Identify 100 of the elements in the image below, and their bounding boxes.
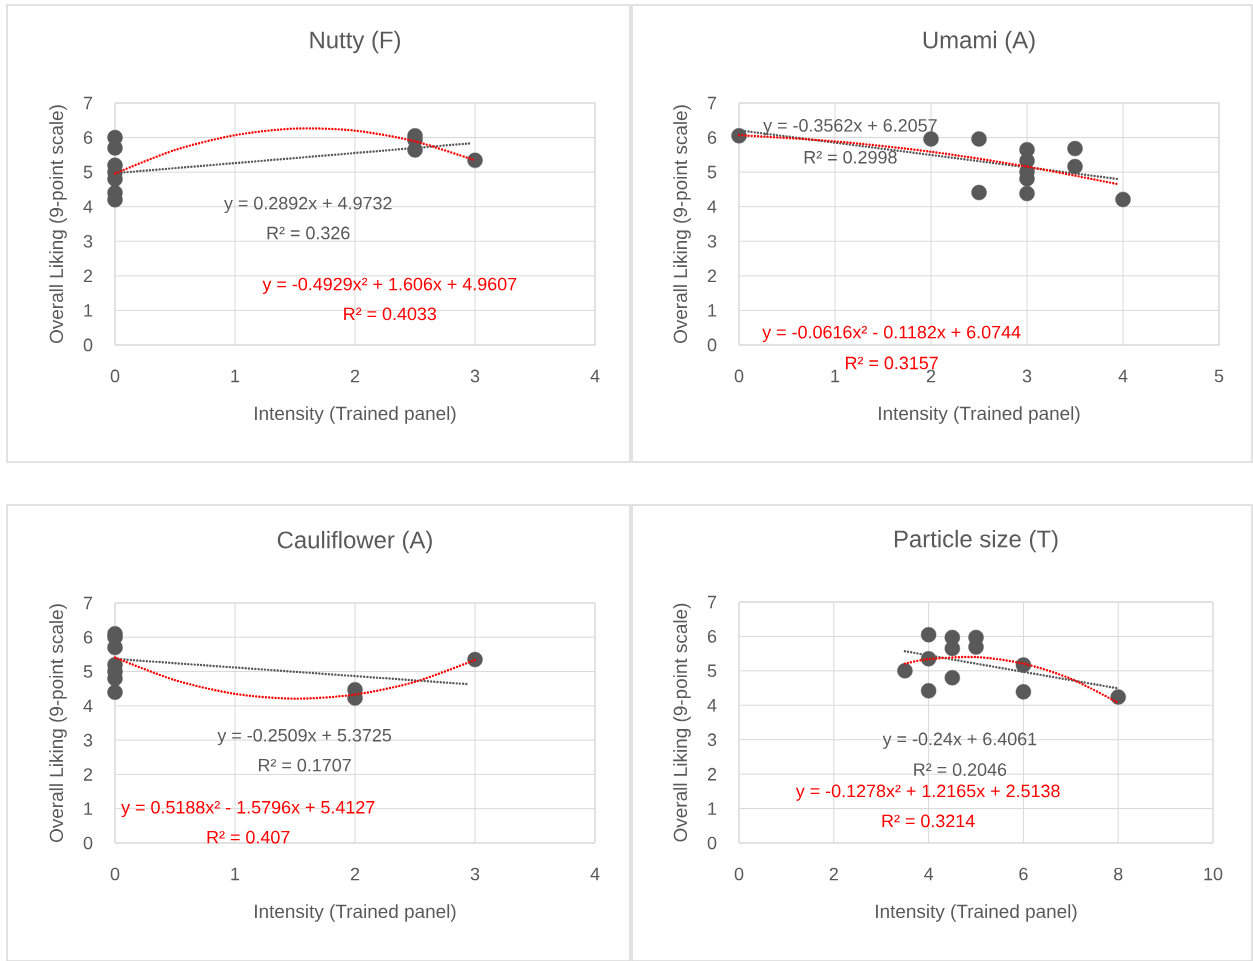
y-tick-label: 0: [707, 338, 717, 352]
text: y = -0.4929x² + 1.606x + 4.9607: [262, 277, 517, 294]
y-tick-label: 2: [83, 269, 93, 283]
point: [971, 131, 987, 147]
text: y = -0.2509x + 5.3725: [217, 728, 392, 746]
y-tick-label: 3: [707, 733, 717, 747]
text: R² = 0.3157: [846, 356, 938, 370]
x-tick-label: 5: [1214, 369, 1224, 383]
x-tick-label: 1: [231, 867, 240, 881]
y-tick-label: 4: [83, 200, 93, 213]
series-label: y = -0.3562x + 6.2057: [763, 119, 937, 136]
point: [1019, 185, 1035, 202]
y-tick-label: 2: [83, 768, 93, 781]
x-tick-label: 1: [831, 369, 840, 383]
point: [107, 684, 123, 700]
x-tick-label: 4: [590, 867, 600, 881]
y-tick-label: 7: [707, 96, 717, 110]
point: [731, 128, 747, 144]
x-tick-label: 4: [924, 867, 934, 881]
x-tick-label: 4: [590, 369, 600, 383]
point: [920, 683, 937, 699]
annotation: R² = 0.4033: [344, 307, 437, 321]
point: [920, 627, 937, 643]
x-axis-title: Intensity (Trained panel): [255, 406, 456, 424]
y-tick-label: 3: [83, 733, 93, 747]
x-tick-label: 0: [734, 867, 744, 881]
x-axis-title: Intensity (Trained panel): [879, 406, 1080, 424]
y-tick-label: 3: [707, 234, 717, 248]
y-axis-title: Overall Liking (9-point scale): [49, 105, 67, 344]
y-tick-label: 6: [83, 630, 93, 644]
point: [1067, 158, 1083, 175]
x-tick-label: 3: [470, 369, 480, 383]
point: [1015, 684, 1032, 700]
x-tick-label: 2: [350, 369, 360, 383]
point: [897, 663, 913, 679]
y-tick-label: 7: [707, 595, 717, 609]
y-tick-label: 6: [83, 131, 93, 144]
x-tick-label: 0: [110, 867, 120, 881]
chart-title: Cauliflower (A): [277, 530, 432, 554]
point: [107, 140, 123, 156]
y-tick-label: 1: [708, 304, 717, 317]
x-axis-title: Intensity (Trained panel): [876, 904, 1077, 922]
y-tick-label: 7: [83, 96, 93, 110]
x-tick-label: 3: [1022, 369, 1032, 383]
chart-title: Umami (A): [923, 30, 1035, 54]
x-tick-label: 6: [1019, 867, 1028, 881]
y-axis-title: Overall Liking (9-point scale): [673, 603, 691, 842]
x-tick-label: 2: [350, 867, 360, 881]
annotation: R² = 0.2046: [914, 763, 1007, 776]
text: y = -0.24x + 6.4061: [882, 732, 1037, 749]
y-tick-label: 0: [83, 836, 93, 850]
point: [1067, 140, 1083, 157]
annotation: R² = 0.2998: [804, 150, 897, 164]
y-tick-label: 6: [707, 131, 717, 144]
y-tick-label: 5: [83, 165, 93, 179]
y-tick-label: 1: [84, 802, 93, 815]
point: [467, 152, 483, 169]
y-tick-label: 0: [707, 836, 717, 850]
point: [1110, 689, 1126, 705]
point: [971, 184, 987, 201]
y-tick-label: 2: [707, 269, 717, 283]
series-label: y = 0.2892x + 4.9732: [224, 196, 392, 214]
y-tick-label: 1: [84, 304, 93, 317]
y-tick-label: 2: [707, 767, 717, 781]
x-tick-label: 8: [1114, 867, 1123, 881]
text: y = 0.5188x² - 1.5796x + 5.4127: [121, 800, 375, 818]
point: [467, 651, 483, 668]
x-axis-title: Intensity (Trained panel): [255, 904, 456, 922]
y-tick-label: 3: [83, 234, 93, 248]
annotation: R² = 0.3214: [882, 814, 975, 828]
x-tick-label: 1: [231, 369, 240, 383]
annotation: R² = 0.407: [207, 830, 290, 844]
y-tick-label: 5: [707, 664, 717, 678]
y-tick-label: 4: [707, 200, 717, 213]
x-tick-label: 0: [734, 369, 744, 383]
x-tick-label: 3: [470, 867, 480, 881]
y-tick-label: 7: [83, 596, 93, 610]
x-tick-label: 2: [829, 867, 838, 881]
x-tick-label: 4: [1118, 369, 1128, 383]
y-tick-label: 0: [83, 338, 93, 352]
point: [1115, 191, 1131, 208]
y-axis-title: Overall Liking (9-point scale): [49, 604, 67, 843]
y-axis-title: Overall Liking (9-point scale): [673, 105, 691, 344]
annotation: R² = 0.1707: [258, 758, 351, 772]
x-tick-label: 2: [926, 369, 936, 383]
y-tick-label: 6: [707, 630, 717, 643]
y-tick-label: 4: [83, 699, 93, 713]
x-tick-label: 10: [1204, 867, 1223, 881]
y-tick-label: 5: [707, 165, 717, 179]
text: y = -0.0616x² - 0.1182x + 6.0744: [762, 325, 1021, 343]
y-tick-label: 4: [707, 699, 717, 712]
chart-title: Particle size (T): [894, 529, 1058, 553]
point: [923, 131, 939, 147]
x-tick-label: 0: [110, 369, 120, 383]
point: [944, 670, 961, 686]
y-tick-label: 1: [708, 802, 717, 815]
text: y = -0.1278x² + 1.2165x + 2.5138: [795, 784, 1060, 801]
annotation: R² = 0.326: [267, 226, 350, 240]
chart-title: Nutty (F): [310, 30, 400, 54]
y-tick-label: 5: [83, 665, 93, 678]
